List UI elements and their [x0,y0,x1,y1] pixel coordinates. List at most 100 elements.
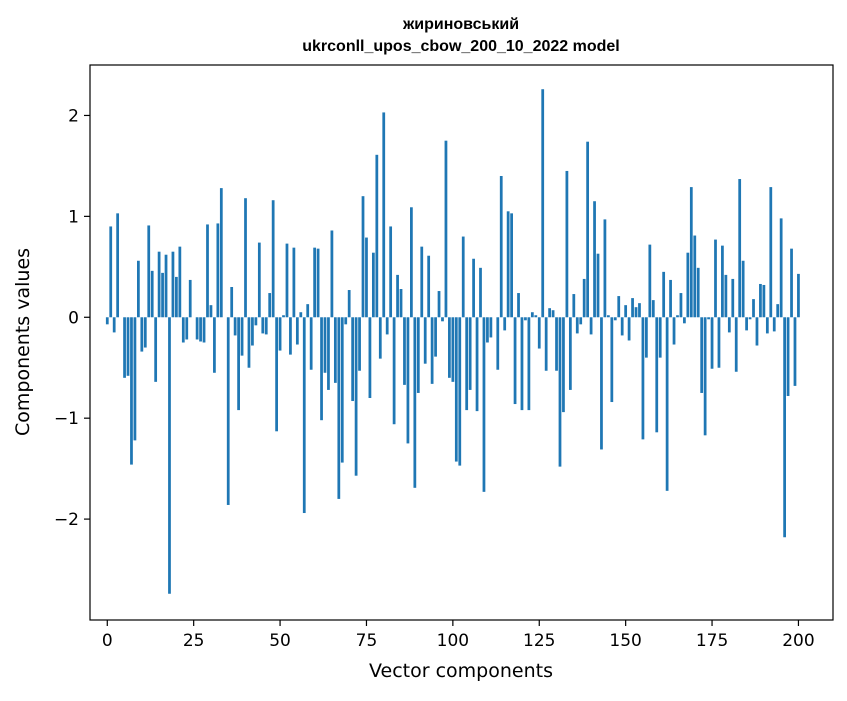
bar [233,317,237,336]
bar [257,242,261,318]
bar [679,293,683,318]
bar [164,254,168,318]
bar [537,317,541,349]
bar [589,317,593,335]
bar [551,310,555,318]
y-tick-label: −1 [54,409,79,429]
y-tick-label: 2 [68,106,79,126]
bar [703,317,707,436]
bar [389,226,393,318]
bar [517,293,520,318]
bar [579,317,583,325]
bar [237,317,240,411]
bar [340,317,344,463]
bar [219,188,223,318]
bar [382,112,386,318]
bar [240,317,244,356]
bar [665,317,669,491]
bar [333,317,337,383]
bar [486,317,489,343]
y-tick-label: 1 [68,207,79,227]
bar [475,317,479,412]
bar [244,198,247,318]
bar [375,154,379,318]
bar [181,317,185,343]
bar [489,317,493,338]
bar [790,248,793,318]
bar [558,317,562,467]
bar [482,317,486,492]
bar [444,140,448,318]
bars [105,89,800,594]
bar [772,317,776,332]
y-tick-label: −2 [54,510,79,530]
bar [479,267,482,318]
bar [368,317,372,398]
bar [641,317,645,440]
bar [627,317,631,341]
bar [413,317,417,488]
bar [313,247,317,318]
bar [634,307,638,318]
bar [555,317,558,371]
bar [603,219,607,318]
bar [299,312,303,318]
bar [472,258,475,318]
bar [344,317,348,325]
bar [793,317,797,386]
bar [254,317,258,326]
bar [140,317,144,352]
bar [689,187,693,318]
bar [710,317,714,369]
bar [755,317,759,346]
bar [247,317,251,368]
bar [199,317,202,342]
bar [195,317,199,340]
bar [617,296,621,318]
bar [157,251,161,318]
bar [620,317,624,336]
x-tick-label: 100 [437,631,469,651]
bar [427,255,431,318]
y-tick-label: 0 [68,308,79,328]
bar [130,317,133,465]
bar [631,298,634,318]
chart-title-line-1: жириновський [402,16,519,33]
x-axis-ticks: 0 25 50 75 100 125 150 175 200 [102,620,815,651]
bar [351,317,355,402]
bar [783,317,786,538]
bar [392,317,396,425]
x-tick-label: 125 [523,631,555,651]
bar [582,278,586,318]
bar [123,317,126,378]
bar [105,317,109,325]
bar [638,303,641,318]
bar [285,243,289,318]
bar [320,317,323,421]
bar [797,273,800,318]
bar [648,244,652,318]
bar [282,315,285,318]
bar [572,294,576,318]
bar [696,267,700,318]
bar [693,235,697,318]
chart-title-line-2: ukrconll_upos_cbow_200_10_2022 model [302,38,619,55]
bar [302,317,306,514]
bar [610,317,614,403]
bar [434,317,437,357]
bar [510,213,513,318]
bar [765,317,769,334]
bar [126,317,130,376]
bar [430,317,434,384]
bar [206,224,209,318]
bar [371,252,375,318]
bar [295,317,299,345]
bar [724,274,728,318]
bar [403,317,406,385]
bar [378,317,382,359]
bar [548,308,551,318]
bar [168,317,171,594]
bar [454,317,458,462]
bar [185,317,189,340]
